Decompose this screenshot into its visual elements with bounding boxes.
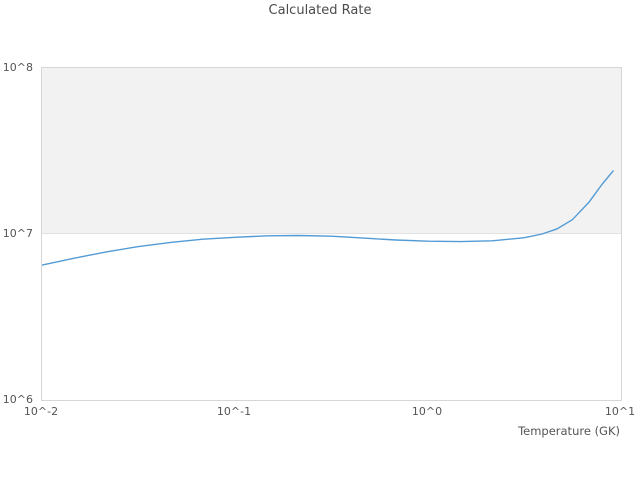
x-tick-label: 10^1 [604, 405, 636, 418]
rate-line-series [42, 170, 614, 266]
rate-line-chart [42, 170, 614, 266]
x-tick-label: 10^-2 [23, 405, 59, 418]
chart-title: Calculated Rate [268, 3, 372, 18]
y-tick-label: 10^7 [2, 226, 33, 240]
x-axis-label: Temperature (GK) [518, 424, 620, 438]
x-tick-label: 10^0 [411, 405, 443, 418]
y-tick-label: 10^6 [2, 392, 33, 406]
x-tick-label: 10^-1 [216, 405, 252, 418]
plot-area [41, 67, 622, 401]
shaded-band [42, 68, 621, 234]
y-tick-label: 10^8 [2, 60, 33, 74]
